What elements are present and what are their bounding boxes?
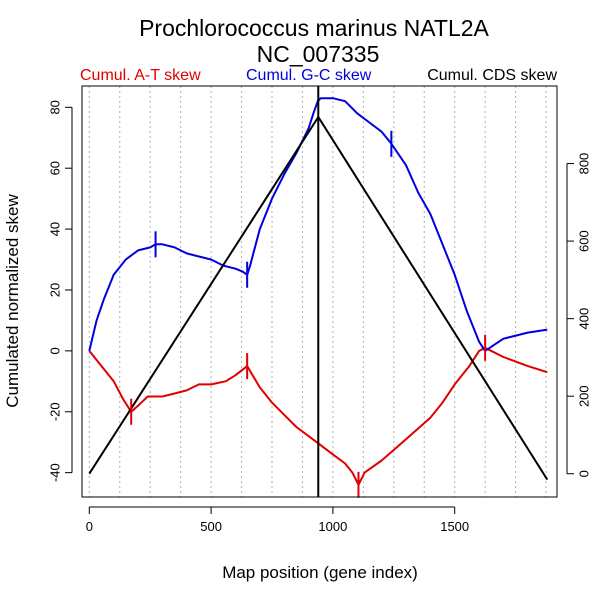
y2-tick-label: 800 [576, 153, 591, 175]
y2-tick-label: 0 [576, 470, 591, 477]
y-tick-label: 80 [47, 100, 62, 114]
x-tick-label: 0 [86, 519, 93, 534]
legend-label-cds-skew: Cumul. CDS skew [427, 67, 557, 84]
legend-label-at-skew: Cumul. A-T skew [80, 67, 201, 84]
x-tick-label: 500 [200, 519, 222, 534]
y-tick-label: 0 [47, 347, 62, 354]
y-axis-label: Cumulated normalized skew [3, 194, 22, 408]
y-tick-label: -20 [47, 402, 62, 421]
y2-tick-label: 200 [576, 385, 591, 407]
y2-tick-label: 600 [576, 230, 591, 252]
y2-tick-label: 400 [576, 308, 591, 330]
x-tick-label: 1000 [318, 519, 347, 534]
plot-frame [81, 85, 558, 498]
y-tick-label: 20 [47, 283, 62, 297]
y-tick-label: -40 [47, 463, 62, 482]
grid-layer [88, 86, 547, 497]
legend-label-gc-skew: Cumul. G-C skew [246, 67, 372, 84]
chart-subtitle: NC_007335 [257, 41, 380, 67]
text-layer: Prochlorococcus marinus NATL2A NC_007335… [3, 15, 557, 582]
y-tick-label: 40 [47, 222, 62, 236]
y-tick-label: 60 [47, 161, 62, 175]
x-axis-label: Map position (gene index) [222, 563, 418, 582]
series-line-cumul-a-t-skew [88, 346, 548, 486]
x-tick-label: 1500 [440, 519, 469, 534]
chart-title: Prochlorococcus marinus NATL2A [139, 15, 489, 41]
series-layer [88, 86, 549, 497]
marker-layer [130, 130, 487, 498]
